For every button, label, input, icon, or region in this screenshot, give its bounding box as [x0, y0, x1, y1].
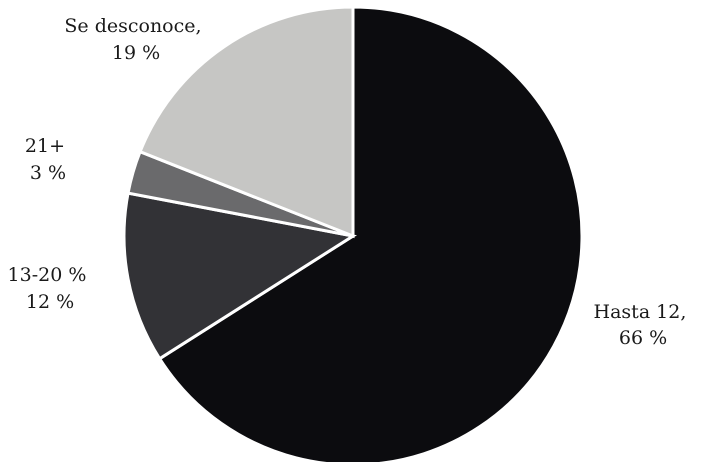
label-hasta-12-name: Hasta 12,	[594, 301, 687, 323]
pie-slices	[122, 5, 584, 462]
label-hasta-12-value: 66 %	[619, 327, 667, 349]
label-se-desconoce: Se desconoce, 19 %	[64, 15, 207, 64]
pie-slice-0	[157, 5, 584, 462]
label-13-20: 13-20 % 12 %	[8, 264, 93, 313]
label-21-plus-name: 21+	[25, 135, 65, 157]
pie-slice-1	[122, 191, 358, 361]
label-se-desconoce-value: 19 %	[112, 42, 160, 64]
label-21-plus: 21+ 3 %	[25, 135, 71, 184]
label-hasta-12: Hasta 12, 66 %	[594, 301, 693, 349]
slice-labels: Hasta 12, 66 % 13-20 % 12 % 21+ 3 % Se d…	[8, 15, 693, 349]
label-13-20-value: 12 %	[26, 291, 74, 313]
pie-slice-3	[138, 5, 355, 239]
label-se-desconoce-name: Se desconoce,	[64, 15, 201, 37]
label-13-20-name: 13-20 %	[8, 264, 87, 286]
label-21-plus-value: 3 %	[30, 162, 66, 184]
